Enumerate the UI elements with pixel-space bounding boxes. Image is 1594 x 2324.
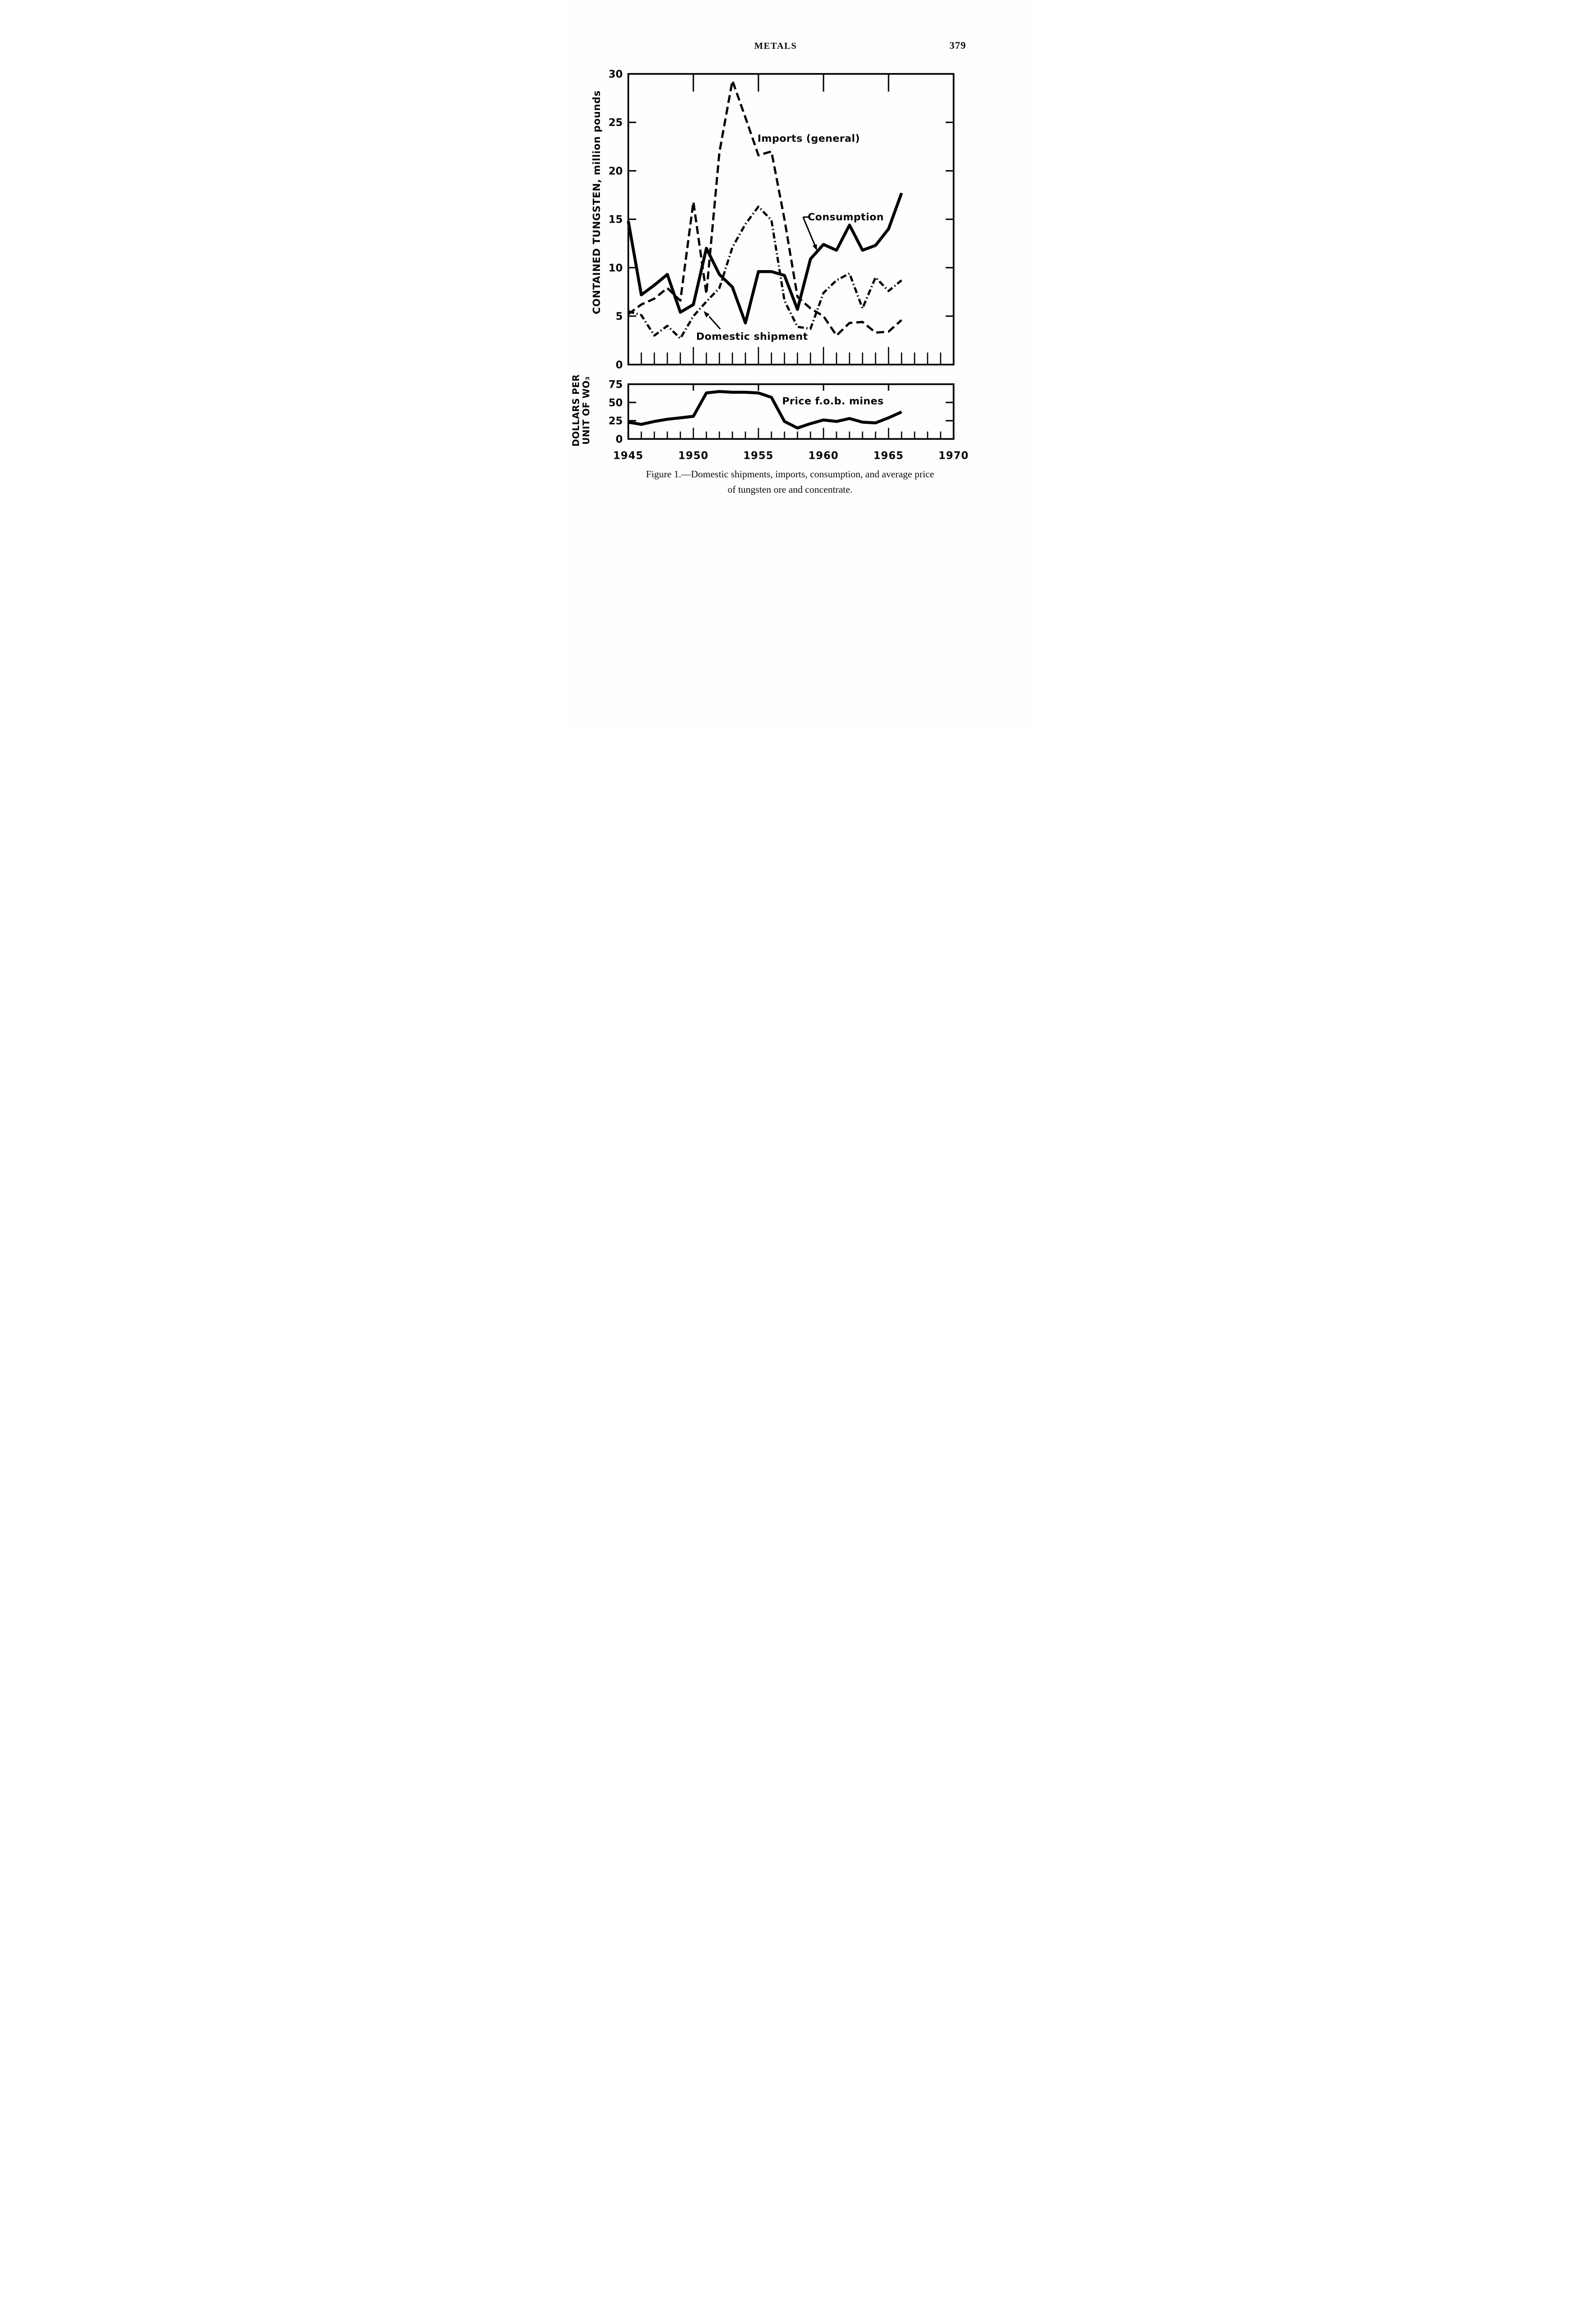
domestic-leader-line (708, 316, 721, 330)
bottom-y-axis-title-line2: UNIT OF WO₃ (581, 376, 592, 445)
figure-caption: Figure 1.—Domestic shipments, imports, c… (606, 467, 974, 497)
domestic-shipment-series-label: Domestic shipment (696, 331, 808, 343)
running-head: METALS (754, 41, 797, 51)
x-tick-label: 1970 (938, 450, 968, 462)
x-tick-label: 1945 (613, 450, 643, 462)
domestic-leader-arrowhead (704, 311, 710, 317)
figure-1: 30 25 20 15 10 5 0 75 50 25 0 1945 1950 1955 1960 1965… (565, 0, 1029, 511)
figure-caption-line1: Figure 1.—Domestic shipments, imports, c… (646, 469, 934, 480)
top-chart-y-axis-title: CONTAINED TUNGSTEN, million pounds (591, 90, 602, 314)
tungsten-quantity-chart: 30 25 20 15 10 5 0 (608, 69, 955, 371)
bottom-chart-y-axis-title: DOLLARS PER UNIT OF WO₃ (571, 373, 592, 448)
plot-frame (627, 383, 955, 440)
price-series-label: Price f.o.b. mines (782, 396, 884, 407)
x-tick-label: 1955 (743, 450, 773, 462)
y-tick-label: 5 (616, 311, 623, 323)
x-tick-label: 1960 (808, 450, 838, 462)
y-tick-label: 25 (608, 416, 623, 427)
bottom-y-axis-title-line1: DOLLARS PER (571, 374, 581, 447)
y-tick-label: 0 (616, 434, 623, 445)
y-tick-label: 0 (616, 359, 623, 371)
x-tick-label: 1965 (873, 450, 903, 462)
figure-caption-line2: of tungsten ore and concentrate. (727, 483, 853, 495)
y-tick-label: 30 (608, 69, 623, 80)
domestic-shipment-line (628, 205, 902, 340)
scanned-report-page: METALS 379 30 25 20 15 10 5 0 75 50 25 0 1945 1950 1… (565, 0, 1029, 730)
consumption-leader-arrowhead (812, 244, 817, 251)
imports-general-line (627, 79, 902, 337)
price-f-o-b-mines-line (628, 390, 902, 430)
x-tick-label: 1950 (678, 450, 708, 462)
y-tick-label: 20 (608, 165, 623, 177)
consumption-line (626, 192, 903, 324)
y-tick-label: 25 (608, 117, 623, 129)
plot-frame (627, 73, 955, 366)
y-tick-label: 15 (608, 214, 623, 226)
consumption-series-label: Consumption (808, 211, 884, 223)
tungsten-price-chart: 75 50 25 0 1945 1950 1955 1960 1965 1970 (608, 379, 968, 462)
imports-series-label: Imports (general) (757, 133, 860, 145)
y-tick-label: 50 (608, 397, 623, 409)
page-number: 379 (949, 40, 966, 51)
y-tick-label: 10 (608, 263, 623, 274)
y-tick-label: 75 (608, 379, 623, 391)
consumption-leader-line (802, 217, 816, 246)
